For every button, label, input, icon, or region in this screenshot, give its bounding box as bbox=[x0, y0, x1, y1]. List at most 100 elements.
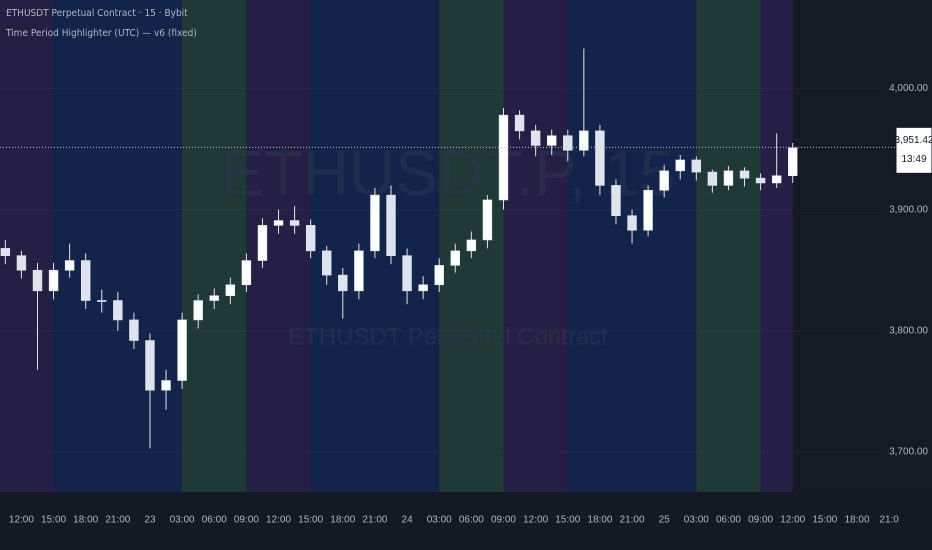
x-tick-label: 09:00 bbox=[234, 515, 259, 526]
candle-body bbox=[707, 171, 718, 186]
candle-body bbox=[595, 130, 605, 186]
session-highlight bbox=[760, 0, 793, 492]
x-tick-label: 09:00 bbox=[491, 515, 516, 526]
candle-body bbox=[289, 220, 300, 226]
x-tick-label: 21:00 bbox=[105, 515, 130, 526]
x-tick-label: 15:00 bbox=[298, 515, 323, 526]
candle-body bbox=[755, 177, 766, 184]
session-highlight bbox=[53, 0, 183, 492]
x-tick-label: 21:0 bbox=[879, 515, 899, 526]
y-tick-label: 3,800.00 bbox=[889, 325, 928, 336]
candle-body bbox=[80, 260, 91, 301]
y-tick-label: 3,900.00 bbox=[889, 204, 928, 215]
x-tick-label: 21:00 bbox=[362, 515, 387, 526]
candle-layer bbox=[0, 48, 798, 449]
y-tick-label: 4,000.00 bbox=[889, 83, 928, 94]
candle-body bbox=[241, 260, 252, 286]
candle-body bbox=[514, 114, 525, 132]
x-tick-label: 18:00 bbox=[330, 515, 355, 526]
session-highlight bbox=[0, 0, 54, 492]
session-highlight bbox=[246, 0, 311, 492]
x-tick-label: 12:00 bbox=[523, 515, 548, 526]
candle-body bbox=[193, 300, 203, 321]
x-tick-label: 12:00 bbox=[780, 515, 805, 526]
candle-body bbox=[97, 300, 107, 302]
candle-body bbox=[48, 269, 59, 292]
x-tick-label: 25 bbox=[659, 515, 671, 526]
candle-body bbox=[530, 130, 541, 146]
axis-layer: 3,700.00 3,800.00 3,900.00 4,000.00 12:00 15:… bbox=[0, 83, 932, 526]
last-price-box bbox=[895, 126, 932, 174]
candle-body bbox=[771, 175, 782, 184]
x-tick-label: 15:00 bbox=[555, 515, 580, 526]
session-highlight bbox=[503, 0, 568, 492]
candle-body bbox=[225, 284, 236, 296]
candle-body bbox=[579, 130, 589, 151]
x-tick-label: 23 bbox=[144, 515, 156, 526]
x-tick-label: 06:00 bbox=[716, 515, 741, 526]
x-tick-label: 03:00 bbox=[170, 515, 195, 526]
last-price-label: 3,951.42 bbox=[895, 135, 932, 146]
candle-body bbox=[354, 250, 364, 292]
candle-body bbox=[0, 248, 11, 256]
x-tick-label: 21:00 bbox=[620, 515, 645, 526]
candle-body bbox=[177, 319, 187, 381]
candle-body bbox=[723, 170, 734, 186]
x-tick-label: 24 bbox=[402, 515, 414, 526]
x-tick-label: 15:00 bbox=[41, 515, 66, 526]
candle-body bbox=[546, 135, 557, 146]
x-tick-label: 18:00 bbox=[587, 515, 612, 526]
candle-body bbox=[691, 159, 702, 173]
candle-body bbox=[402, 255, 412, 292]
candle-body bbox=[563, 135, 573, 151]
candle-body bbox=[370, 194, 380, 252]
candle-body bbox=[611, 185, 621, 217]
x-tick-label: 15:00 bbox=[812, 515, 837, 526]
x-tick-label: 06:00 bbox=[459, 515, 484, 526]
x-tick-label: 18:00 bbox=[844, 515, 869, 526]
watermark-description: ETHUSDT Perpetual Contract bbox=[288, 323, 608, 350]
candle-body bbox=[788, 147, 798, 177]
candle-body bbox=[498, 114, 509, 201]
candle-body bbox=[16, 255, 27, 271]
candle-body bbox=[305, 225, 316, 252]
candle-body bbox=[434, 265, 444, 286]
x-tick-label: 03:00 bbox=[684, 515, 709, 526]
candle-body bbox=[659, 170, 669, 191]
candle-body bbox=[627, 215, 637, 231]
x-tick-label: 03:00 bbox=[427, 515, 452, 526]
candle-body bbox=[209, 295, 219, 301]
candle-body bbox=[466, 239, 477, 252]
x-tick-label: 09:00 bbox=[748, 515, 773, 526]
x-tick-label: 12:00 bbox=[9, 515, 34, 526]
candle-body bbox=[145, 340, 155, 391]
session-highlight bbox=[567, 0, 697, 492]
candle-body bbox=[418, 284, 428, 292]
indicator-label: Time Period Highlighter (UTC) — v6 (fixe… bbox=[5, 28, 197, 39]
highlight-layer bbox=[0, 0, 793, 492]
y-tick-label: 3,700.00 bbox=[889, 447, 928, 458]
candle-body bbox=[322, 250, 332, 276]
candle-body bbox=[161, 380, 171, 391]
session-highlight bbox=[182, 0, 247, 492]
chart-title: ETHUSDT Perpetual Contract · 15 · Bybit bbox=[6, 8, 188, 19]
candle-body bbox=[338, 274, 348, 292]
x-tick-label: 18:00 bbox=[73, 515, 98, 526]
countdown-label: 13:49 bbox=[901, 154, 926, 165]
candle-body bbox=[257, 225, 268, 261]
time-axis bbox=[0, 492, 932, 550]
candle-body bbox=[675, 159, 685, 172]
candle-body bbox=[64, 260, 75, 271]
x-tick-label: 06:00 bbox=[202, 515, 227, 526]
candle-body bbox=[482, 199, 493, 241]
candle-body bbox=[643, 189, 653, 231]
candle-body bbox=[273, 220, 284, 226]
candle-body bbox=[113, 300, 123, 321]
candle-body bbox=[129, 319, 139, 341]
candle-body bbox=[450, 250, 461, 266]
x-tick-label: 12:00 bbox=[266, 515, 291, 526]
candle-body bbox=[32, 269, 43, 292]
grid-layer bbox=[0, 87, 880, 453]
session-highlight bbox=[696, 0, 761, 492]
candle-body bbox=[739, 170, 750, 179]
